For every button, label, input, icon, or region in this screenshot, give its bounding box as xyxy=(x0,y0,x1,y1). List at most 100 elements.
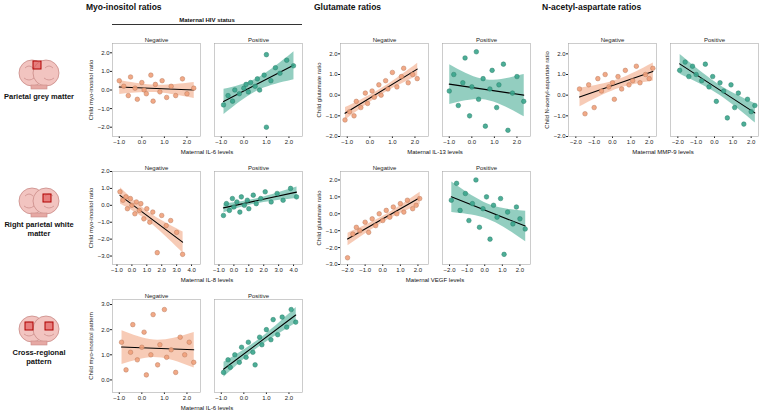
svg-text:−1.0: −1.0 xyxy=(215,395,228,401)
svg-text:2.0: 2.0 xyxy=(285,139,294,145)
svg-text:Positive: Positive xyxy=(248,165,270,171)
svg-text:Negative: Negative xyxy=(145,293,169,299)
svg-text:2.0: 2.0 xyxy=(101,168,110,174)
svg-text:1.0: 1.0 xyxy=(627,139,636,145)
svg-text:2.0: 2.0 xyxy=(411,139,420,145)
svg-text:1.0: 1.0 xyxy=(490,139,499,145)
svg-text:2.0: 2.0 xyxy=(329,177,338,183)
svg-text:1.0: 1.0 xyxy=(160,395,169,401)
svg-text:1.0: 1.0 xyxy=(101,352,110,358)
svg-text:−1.0: −1.0 xyxy=(359,267,372,273)
svg-text:0.0: 0.0 xyxy=(379,267,388,273)
svg-text:0.0: 0.0 xyxy=(230,267,239,273)
svg-text:−1.0: −1.0 xyxy=(113,395,126,401)
svg-text:Child glutamate ratio: Child glutamate ratio xyxy=(316,62,322,118)
svg-text:0.0: 0.0 xyxy=(557,92,566,98)
svg-text:0.0: 0.0 xyxy=(366,139,375,145)
svg-text:Positive: Positive xyxy=(248,37,270,43)
svg-text:−1.0: −1.0 xyxy=(461,267,474,273)
svg-text:Negative: Negative xyxy=(373,165,397,171)
svg-text:Child N-acetyl-aspartate ratio: Child N-acetyl-aspartate ratio xyxy=(544,50,550,128)
svg-text:1.0: 1.0 xyxy=(557,71,566,77)
svg-text:1.0: 1.0 xyxy=(160,139,169,145)
svg-text:0.0: 0.0 xyxy=(101,87,110,93)
svg-text:0.0: 0.0 xyxy=(240,395,249,401)
svg-text:−3.0: −3.0 xyxy=(98,253,111,259)
svg-text:0.0: 0.0 xyxy=(468,139,477,145)
svg-text:−3.0: −3.0 xyxy=(326,261,339,267)
svg-text:−2.0: −2.0 xyxy=(326,245,339,251)
svg-text:1.0: 1.0 xyxy=(101,68,110,74)
svg-text:2.0: 2.0 xyxy=(183,395,192,401)
svg-text:2.0: 2.0 xyxy=(645,139,654,145)
svg-text:−2.0: −2.0 xyxy=(98,236,111,242)
svg-text:−1.0: −1.0 xyxy=(113,139,126,145)
svg-text:Positive: Positive xyxy=(248,293,270,299)
svg-text:1.0: 1.0 xyxy=(388,139,397,145)
svg-text:2.0: 2.0 xyxy=(285,395,294,401)
svg-text:−1.0: −1.0 xyxy=(588,139,601,145)
svg-text:−1.0: −1.0 xyxy=(554,113,567,119)
svg-text:2.0: 2.0 xyxy=(260,267,269,273)
svg-text:2.0: 2.0 xyxy=(516,267,525,273)
svg-text:1.0: 1.0 xyxy=(329,194,338,200)
svg-text:−1.0: −1.0 xyxy=(98,106,111,112)
svg-text:−2.0: −2.0 xyxy=(444,267,457,273)
svg-text:Negative: Negative xyxy=(373,37,397,43)
svg-text:Child myo-inositol ratio: Child myo-inositol ratio xyxy=(88,59,94,120)
svg-text:−1.0: −1.0 xyxy=(443,139,456,145)
svg-text:2.0: 2.0 xyxy=(747,139,756,145)
svg-text:Child myo-inositol ratio: Child myo-inositol ratio xyxy=(88,187,94,248)
svg-text:2.0: 2.0 xyxy=(101,50,110,56)
svg-text:1.0: 1.0 xyxy=(329,71,338,77)
svg-text:3.0: 3.0 xyxy=(101,301,110,307)
svg-text:−2.0: −2.0 xyxy=(98,124,111,130)
svg-text:1.0: 1.0 xyxy=(262,395,271,401)
svg-text:4.0: 4.0 xyxy=(289,267,298,273)
svg-text:Positive: Positive xyxy=(476,37,498,43)
svg-text:1.0: 1.0 xyxy=(498,267,507,273)
svg-text:−2.0: −2.0 xyxy=(326,133,339,139)
svg-text:1.0: 1.0 xyxy=(396,267,405,273)
svg-text:0.0: 0.0 xyxy=(329,211,338,217)
svg-text:−1.0: −1.0 xyxy=(326,228,339,234)
svg-text:0.0: 0.0 xyxy=(128,267,137,273)
svg-text:Positive: Positive xyxy=(704,37,726,43)
svg-text:0.0: 0.0 xyxy=(138,395,147,401)
svg-text:Positive: Positive xyxy=(476,165,498,171)
svg-text:−2.0: −2.0 xyxy=(570,139,583,145)
svg-text:0.0: 0.0 xyxy=(710,139,719,145)
svg-text:Negative: Negative xyxy=(601,37,625,43)
svg-text:3.0: 3.0 xyxy=(172,267,181,273)
svg-text:2.0: 2.0 xyxy=(101,327,110,333)
svg-text:1.0: 1.0 xyxy=(245,267,254,273)
svg-text:−2.0: −2.0 xyxy=(672,139,685,145)
svg-text:−1.0: −1.0 xyxy=(111,267,124,273)
svg-text:0.0: 0.0 xyxy=(138,139,147,145)
svg-text:3.0: 3.0 xyxy=(274,267,283,273)
svg-text:2.0: 2.0 xyxy=(414,267,423,273)
svg-text:Child myo-inositol pattern: Child myo-inositol pattern xyxy=(88,312,94,380)
svg-text:2.0: 2.0 xyxy=(557,51,566,57)
svg-text:2.0: 2.0 xyxy=(513,139,522,145)
svg-text:1.0: 1.0 xyxy=(101,185,110,191)
svg-text:1.0: 1.0 xyxy=(729,139,738,145)
svg-text:0.0: 0.0 xyxy=(101,202,110,208)
svg-text:0.0: 0.0 xyxy=(101,377,110,383)
svg-text:1.0: 1.0 xyxy=(143,267,152,273)
svg-text:−2.0: −2.0 xyxy=(554,133,567,139)
svg-text:−1.0: −1.0 xyxy=(213,267,226,273)
svg-text:4.0: 4.0 xyxy=(187,267,196,273)
svg-text:0.0: 0.0 xyxy=(240,139,249,145)
svg-text:−1.0: −1.0 xyxy=(690,139,703,145)
svg-text:2.0: 2.0 xyxy=(183,139,192,145)
svg-text:2.0: 2.0 xyxy=(158,267,167,273)
svg-text:Child glutamate ratio: Child glutamate ratio xyxy=(316,190,322,246)
svg-text:−1.0: −1.0 xyxy=(341,139,354,145)
svg-text:0.0: 0.0 xyxy=(608,139,617,145)
svg-text:1.0: 1.0 xyxy=(262,139,271,145)
svg-text:2.0: 2.0 xyxy=(329,51,338,57)
svg-text:−1.0: −1.0 xyxy=(215,139,228,145)
svg-text:−2.0: −2.0 xyxy=(342,267,355,273)
svg-text:0.0: 0.0 xyxy=(481,267,490,273)
